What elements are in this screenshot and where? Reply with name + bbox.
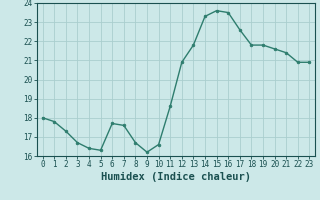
X-axis label: Humidex (Indice chaleur): Humidex (Indice chaleur)	[101, 172, 251, 182]
